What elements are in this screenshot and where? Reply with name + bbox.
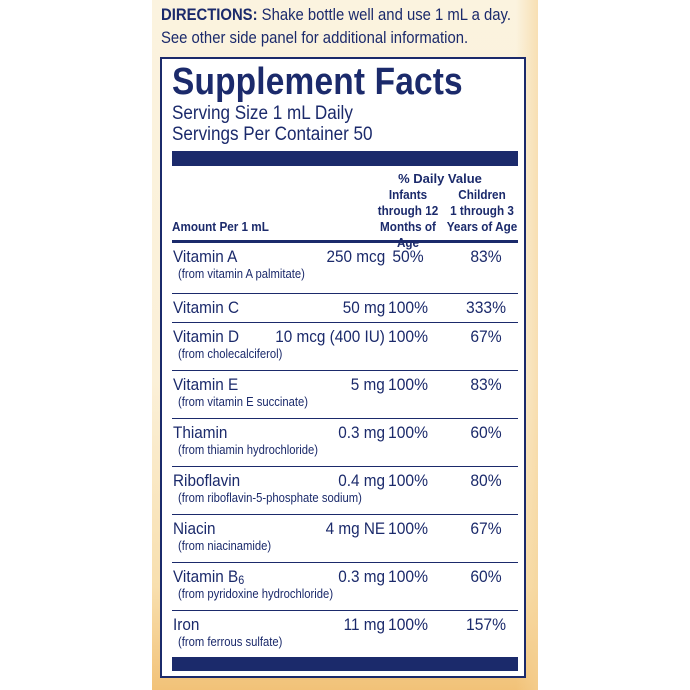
- nutrient-amount: 10 mcg (400 IU): [275, 327, 385, 346]
- daily-value-children: 80%: [470, 471, 502, 490]
- servings-per-container: Servings Per Container 50: [172, 124, 373, 145]
- top-thick-bar: [172, 151, 518, 166]
- nutrient-amount: 250 mcg: [326, 247, 385, 266]
- nutrient-amount: 0.4 mg: [338, 471, 385, 490]
- children-header-line-3: Years of Age: [446, 219, 518, 234]
- nutrient-amount: 11 mg: [343, 615, 385, 634]
- nutrient-name-text: Vitamin D: [173, 327, 240, 346]
- children-header-line-1: Children: [458, 187, 506, 202]
- directions: DIRECTIONS: Shake bottle well and use 1 …: [161, 4, 511, 50]
- table-row: Vitamin D (from cholecalciferol) 10 mcg (4…: [172, 323, 518, 371]
- daily-value-children: 333%: [465, 298, 506, 317]
- daily-value-children: 60%: [470, 423, 502, 442]
- daily-value-infants: 100%: [387, 615, 428, 634]
- table-row: Niacin (from niacinamide) 4 mg NE 100% 67%: [172, 515, 518, 563]
- nutrient-name-text: Vitamin A: [173, 247, 238, 266]
- nutrient-amount: 4 mg NE: [325, 519, 385, 538]
- nutrient-name: Vitamin E: [173, 375, 238, 395]
- daily-value-header: % Daily Value: [398, 171, 482, 186]
- daily-value-infants: 50%: [392, 247, 424, 266]
- bottom-thick-bar: [172, 657, 518, 671]
- daily-value-infants: 100%: [387, 519, 428, 538]
- infants-header-line-1: Infants: [388, 187, 428, 202]
- header-rule: [172, 240, 518, 243]
- infants-header-line-2: through 12: [377, 203, 439, 218]
- nutrient-source: (from niacinamide): [178, 539, 272, 553]
- nutrient-amount: 0.3 mg: [338, 423, 385, 442]
- nutrient-name-text: Riboflavin: [173, 471, 241, 490]
- nutrient-name: Thiamin: [173, 423, 227, 443]
- table-row: Iron (from ferrous sulfate) 11 mg 100% 157%: [172, 611, 518, 657]
- table-row: Riboflavin (from riboflavin-5-phosphate s…: [172, 467, 518, 515]
- daily-value-children: 60%: [470, 567, 502, 586]
- facts-title: Supplement Facts: [172, 61, 463, 103]
- directions-line-2: See other side panel for additional info…: [161, 29, 469, 47]
- nutrient-amount: 50 mg: [342, 298, 385, 317]
- nutrient-name: Vitamin B6: [173, 567, 244, 587]
- daily-value-infants: 100%: [387, 567, 428, 586]
- children-column-header: Children 1 through 3 Years of Age: [446, 187, 518, 235]
- nutrient-name: Niacin: [173, 519, 216, 539]
- daily-value-children: 67%: [470, 327, 502, 346]
- nutrient-source: (from ferrous sulfate): [178, 635, 283, 649]
- daily-value-infants: 100%: [387, 471, 428, 490]
- nutrient-name: Vitamin C: [173, 298, 239, 318]
- nutrient-source: (from riboflavin-5-phosphate sodium): [178, 491, 362, 505]
- table-row: Thiamin (from thiamin hydrochloride) 0.3 m…: [172, 419, 518, 467]
- nutrient-name-text: Vitamin B: [173, 567, 239, 586]
- directions-line-1: Shake bottle well and use 1 mL a day.: [261, 6, 511, 24]
- nutrient-source: (from thiamin hydrochloride): [178, 443, 319, 457]
- daily-value-infants: 100%: [387, 423, 428, 442]
- nutrient-name-text: Vitamin E: [173, 375, 239, 394]
- nutrient-source: (from vitamin E succinate): [178, 395, 309, 409]
- nutrient-name: Riboflavin: [173, 471, 240, 491]
- directions-label: DIRECTIONS:: [161, 6, 258, 24]
- daily-value-children: 83%: [470, 247, 502, 266]
- nutrient-name-text: Vitamin C: [173, 298, 240, 317]
- nutrient-amount: 5 mg: [350, 375, 385, 394]
- daily-value-children: 157%: [465, 615, 506, 634]
- children-header-line-2: 1 through 3: [450, 203, 514, 218]
- daily-value-infants: 100%: [387, 298, 428, 317]
- nutrient-source: (from vitamin A palmitate): [178, 267, 305, 281]
- nutrient-name-text: Thiamin: [173, 423, 228, 442]
- supplement-facts-panel: Supplement Facts Serving Size 1 mL Daily…: [160, 57, 526, 678]
- nutrient-name-text: Niacin: [173, 519, 216, 538]
- daily-value-children: 83%: [470, 375, 502, 394]
- nutrient-source: (from cholecalciferol): [178, 347, 283, 361]
- serving-size: Serving Size 1 mL Daily: [172, 103, 353, 124]
- table-row: Vitamin A (from vitamin A palmitate) 250 m…: [172, 243, 518, 294]
- daily-value-children: 67%: [470, 519, 502, 538]
- table-row: Vitamin E (from vitamin E succinate) 5 mg 1…: [172, 371, 518, 419]
- nutrient-name: Iron: [173, 615, 199, 635]
- daily-value-infants: 100%: [387, 327, 428, 346]
- daily-value-infants: 100%: [387, 375, 428, 394]
- table-row: Vitamin C 50 mg 100% 333%: [172, 294, 518, 323]
- nutrient-name: Vitamin A: [173, 247, 237, 267]
- nutrient-source: (from pyridoxine hydrochloride): [178, 587, 334, 601]
- nutrient-amount: 0.3 mg: [338, 567, 385, 586]
- nutrient-name-text: Iron: [173, 615, 200, 634]
- amount-per-header: Amount Per 1 mL: [172, 219, 269, 234]
- table-row: Vitamin B6 (from pyridoxine hydrochloride…: [172, 563, 518, 611]
- nutrient-name: Vitamin D: [173, 327, 239, 347]
- nutrient-subscript: 6: [238, 573, 245, 587]
